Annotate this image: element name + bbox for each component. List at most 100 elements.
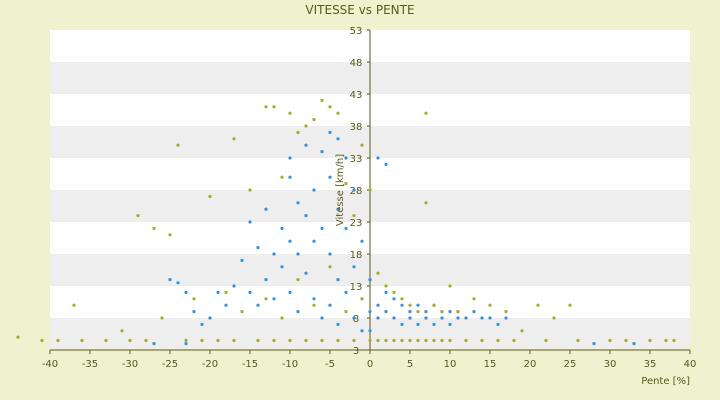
data-point [552, 316, 556, 320]
data-point [480, 338, 484, 342]
data-point [464, 316, 468, 320]
data-point [488, 316, 492, 320]
data-point [408, 310, 412, 314]
data-point [472, 310, 476, 314]
data-point [80, 338, 84, 342]
data-point [504, 310, 508, 314]
data-point [240, 258, 244, 262]
data-point [296, 310, 300, 314]
data-point [256, 303, 260, 307]
data-point [304, 271, 308, 275]
data-point [304, 143, 308, 147]
y-tick-label: 28 [350, 186, 363, 197]
data-point [368, 329, 372, 333]
data-point [328, 175, 332, 179]
y-tick-label: 8 [353, 314, 359, 325]
data-point [672, 338, 676, 342]
data-point [608, 338, 612, 342]
y-tick-label: 53 [350, 26, 363, 37]
x-tick-label: -25 [162, 359, 178, 370]
data-point [320, 226, 324, 230]
y-tick-label: 3 [353, 346, 359, 357]
data-point [328, 265, 332, 269]
data-point [232, 137, 236, 141]
data-point [336, 207, 340, 211]
data-point [408, 338, 412, 342]
data-point [448, 322, 452, 326]
data-point [272, 105, 276, 109]
data-point [280, 316, 284, 320]
data-point [376, 271, 380, 275]
data-point [408, 303, 412, 307]
data-point [432, 322, 436, 326]
data-point [368, 188, 372, 192]
data-point [336, 137, 340, 141]
data-point [240, 310, 244, 314]
data-point [408, 316, 412, 320]
data-point [456, 316, 460, 320]
data-point [296, 201, 300, 205]
x-tick-label: 10 [444, 359, 457, 370]
data-point [320, 338, 324, 342]
data-point [264, 105, 268, 109]
data-point [320, 150, 324, 154]
data-point [456, 310, 460, 314]
data-point [544, 338, 548, 342]
data-point [280, 175, 284, 179]
x-tick-label: 30 [604, 359, 617, 370]
data-point [416, 310, 420, 314]
x-tick-label: 25 [564, 359, 577, 370]
data-point [568, 303, 572, 307]
data-point [304, 338, 308, 342]
data-point [384, 284, 388, 288]
data-point [312, 303, 316, 307]
data-point [376, 156, 380, 160]
x-tick-label: 20 [524, 359, 537, 370]
data-point [168, 233, 172, 237]
data-point [288, 156, 292, 160]
data-point [120, 329, 124, 333]
data-point [40, 338, 44, 342]
data-point [352, 338, 356, 342]
data-point [624, 338, 628, 342]
data-point [448, 338, 452, 342]
chart-title: VITESSE vs PENTE [305, 3, 414, 17]
data-point [208, 316, 212, 320]
data-point [392, 338, 396, 342]
data-point [320, 316, 324, 320]
data-point [448, 310, 452, 314]
data-point [424, 310, 428, 314]
data-point [352, 265, 356, 269]
x-axis-ticks: -40 -35 -30 -25 -20 -15 -10 -5 0 5 10 15 20 25 30 35 40 [42, 350, 696, 370]
data-point [400, 322, 404, 326]
data-point [496, 338, 500, 342]
data-points [16, 98, 676, 346]
data-point [328, 105, 332, 109]
data-point [192, 297, 196, 301]
x-tick-label: -20 [202, 359, 218, 370]
data-point [392, 316, 396, 320]
data-point [664, 338, 668, 342]
data-point [424, 111, 428, 115]
data-point [488, 303, 492, 307]
data-point [184, 338, 188, 342]
x-tick-label: 35 [644, 359, 657, 370]
data-point [336, 111, 340, 115]
data-point [256, 246, 260, 250]
data-point [440, 316, 444, 320]
data-point [416, 338, 420, 342]
data-point [160, 316, 164, 320]
data-point [288, 111, 292, 115]
data-point [344, 290, 348, 294]
data-point [312, 188, 316, 192]
data-point [208, 194, 212, 198]
data-point [72, 303, 76, 307]
data-point [312, 297, 316, 301]
data-point [392, 290, 396, 294]
data-point [368, 338, 372, 342]
data-point [56, 338, 60, 342]
x-tick-label: -10 [282, 359, 298, 370]
data-point [480, 316, 484, 320]
